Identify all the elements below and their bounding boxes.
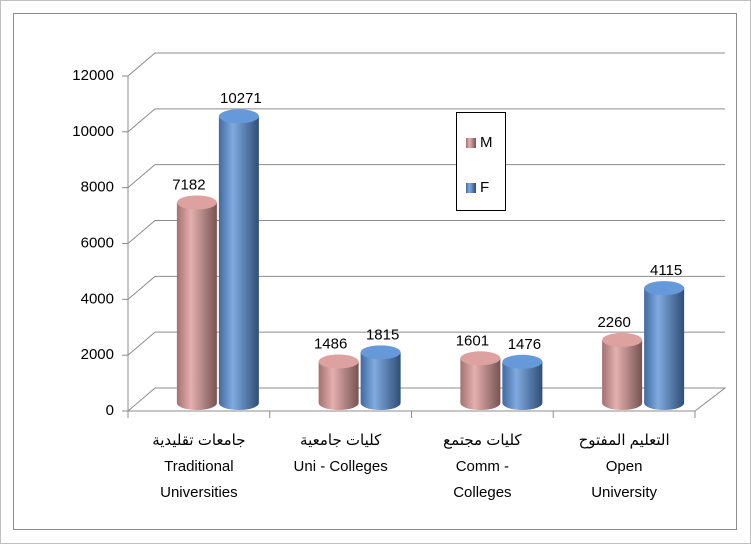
legend-label: F xyxy=(480,179,489,196)
chart-frame xyxy=(13,13,737,530)
x-tick-label: جامعات تقليدية xyxy=(152,432,245,449)
x-tick-label: Open xyxy=(606,458,643,475)
cylinder xyxy=(602,332,643,410)
data-label: 1601 xyxy=(456,332,489,349)
cylinder-top xyxy=(644,281,685,296)
legend-box xyxy=(456,112,506,211)
cylinder xyxy=(502,354,543,410)
cylinder xyxy=(360,345,401,410)
x-tick-label: Traditional xyxy=(164,458,233,475)
data-label: 1486 xyxy=(314,335,347,352)
cylinder-body xyxy=(176,202,217,410)
data-label: 1815 xyxy=(366,326,399,343)
cylinder-top xyxy=(318,354,359,369)
cylinder xyxy=(644,281,685,410)
cylinder-top xyxy=(502,354,543,369)
data-label: 1476 xyxy=(508,336,541,353)
cylinder-top xyxy=(360,345,401,360)
y-tick-label: 0 xyxy=(106,402,114,419)
cylinder xyxy=(318,354,359,410)
x-tick-label: Comm - xyxy=(456,458,509,475)
cylinder xyxy=(218,109,259,410)
legend-swatch xyxy=(466,138,476,148)
cylinder-body xyxy=(218,116,259,410)
data-label: 10271 xyxy=(220,90,262,107)
grid-line xyxy=(127,52,725,77)
y-tick-label: 6000 xyxy=(81,234,114,251)
cylinder-top xyxy=(602,332,643,347)
cylinder xyxy=(176,195,217,410)
data-label: 4115 xyxy=(650,262,682,279)
cylinder-top xyxy=(176,195,217,210)
x-tick-label: Uni - Colleges xyxy=(294,458,388,475)
data-label: 2260 xyxy=(597,314,630,331)
legend-swatch xyxy=(466,183,476,193)
x-tick-label: Universities xyxy=(160,484,238,501)
legend-label: M xyxy=(480,134,493,151)
cylinder xyxy=(460,351,501,410)
grid-line xyxy=(127,108,725,133)
grid-line xyxy=(127,275,725,300)
cylinder-body xyxy=(602,339,643,410)
cylinder-top xyxy=(460,351,501,366)
y-tick-label: 4000 xyxy=(81,290,114,307)
grid-line xyxy=(127,164,725,189)
x-tick-label: University xyxy=(591,484,657,501)
cylinder-body xyxy=(644,288,685,410)
y-tick-label: 2000 xyxy=(81,346,114,363)
y-tick-label: 10000 xyxy=(72,123,114,140)
x-tick-label: Colleges xyxy=(453,484,511,501)
x-tick-label: كليات مجتمع xyxy=(443,432,522,449)
x-tick-label: كليات جامعية xyxy=(300,432,382,449)
x-tick-label: التعليم المفتوح xyxy=(579,432,670,449)
grid-line xyxy=(127,331,725,356)
y-tick-label: 12000 xyxy=(72,67,114,84)
cylinder-body xyxy=(502,361,543,410)
cylinder-body xyxy=(360,352,401,410)
cylinder-top xyxy=(218,109,259,124)
y-tick-label: 8000 xyxy=(81,179,114,196)
cylinder-body xyxy=(318,361,359,410)
grid-line xyxy=(127,220,725,244)
data-label: 7182 xyxy=(172,176,205,193)
floor xyxy=(126,387,727,412)
cylinder-body xyxy=(460,358,501,410)
